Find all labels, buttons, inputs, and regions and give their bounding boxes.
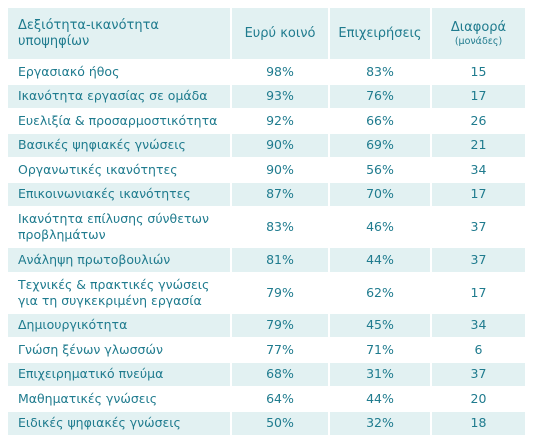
skill-cell: Επικοινωνιακές ικανότητες <box>8 182 232 207</box>
skill-cell: Ικανότητα επίλυσης σύνθετων προβλημάτων <box>8 207 232 248</box>
value-cell: 90% <box>232 133 330 158</box>
value-cell: 98% <box>232 60 330 85</box>
value-cell: 37 <box>432 248 527 273</box>
value-cell: 15 <box>432 60 527 85</box>
skill-cell: Μαθηματικές γνώσεις <box>8 387 232 412</box>
value-cell: 68% <box>232 362 330 387</box>
value-cell: 93% <box>232 84 330 109</box>
value-cell: 34 <box>432 158 527 183</box>
value-cell: 21 <box>432 133 527 158</box>
value-cell: 71% <box>330 338 432 363</box>
value-cell: 17 <box>432 272 527 314</box>
value-cell: 50% <box>232 411 330 436</box>
value-cell: 18 <box>432 411 527 436</box>
value-cell: 34 <box>432 313 527 338</box>
skill-cell: Ευελιξία & προσαρμοστικότητα <box>8 109 232 134</box>
skill-cell: Ειδικές ψηφιακές γνώσεις <box>8 411 232 436</box>
header-cell: Δεξιότητα-ικανότητα υποψηφίων <box>8 8 232 60</box>
header-cell: Ευρύ κοινό <box>232 8 330 60</box>
header-cell: Διαφορά (μονάδες) <box>432 8 527 60</box>
skill-cell: Ανάληψη πρωτοβουλιών <box>8 248 232 273</box>
value-cell: 26 <box>432 109 527 134</box>
value-cell: 44% <box>330 387 432 412</box>
value-cell: 69% <box>330 133 432 158</box>
value-cell: 37 <box>432 207 527 248</box>
header-cell: Επιχειρήσεις <box>330 8 432 60</box>
value-cell: 90% <box>232 158 330 183</box>
skill-cell: Επιχειρηματικό πνεύμα <box>8 362 232 387</box>
skill-cell: Εργασιακό ήθος <box>8 60 232 85</box>
value-cell: 37 <box>432 362 527 387</box>
value-cell: 56% <box>330 158 432 183</box>
value-cell: 31% <box>330 362 432 387</box>
value-cell: 70% <box>330 182 432 207</box>
value-cell: 45% <box>330 313 432 338</box>
value-cell: 83% <box>330 60 432 85</box>
value-cell: 32% <box>330 411 432 436</box>
value-cell: 6 <box>432 338 527 363</box>
value-cell: 62% <box>330 272 432 314</box>
value-cell: 79% <box>232 272 330 314</box>
value-cell: 20 <box>432 387 527 412</box>
value-cell: 83% <box>232 207 330 248</box>
value-cell: 77% <box>232 338 330 363</box>
value-cell: 76% <box>330 84 432 109</box>
value-cell: 87% <box>232 182 330 207</box>
value-cell: 79% <box>232 313 330 338</box>
header-text: Διαφορά <box>450 20 507 35</box>
skill-cell: Βασικές ψηφιακές γνώσεις <box>8 133 232 158</box>
skill-cell: Τεχνικές & πρακτικές γνώσεις για τη συγκ… <box>8 272 232 314</box>
value-cell: 66% <box>330 109 432 134</box>
skills-table: Δεξιότητα-ικανότητα υποψηφίων Ευρύ κοινό Ε… <box>8 8 527 436</box>
value-cell: 92% <box>232 109 330 134</box>
skill-cell: Δημιουργικότητα <box>8 313 232 338</box>
skill-cell: Οργανωτικές ικανότητες <box>8 158 232 183</box>
header-note: (μονάδες) <box>454 36 503 47</box>
value-cell: 44% <box>330 248 432 273</box>
value-cell: 81% <box>232 248 330 273</box>
skill-cell: Γνώση ξένων γλωσσών <box>8 338 232 363</box>
skill-cell: Ικανότητα εργασίας σε ομάδα <box>8 84 232 109</box>
value-cell: 17 <box>432 182 527 207</box>
value-cell: 17 <box>432 84 527 109</box>
value-cell: 64% <box>232 387 330 412</box>
value-cell: 46% <box>330 207 432 248</box>
